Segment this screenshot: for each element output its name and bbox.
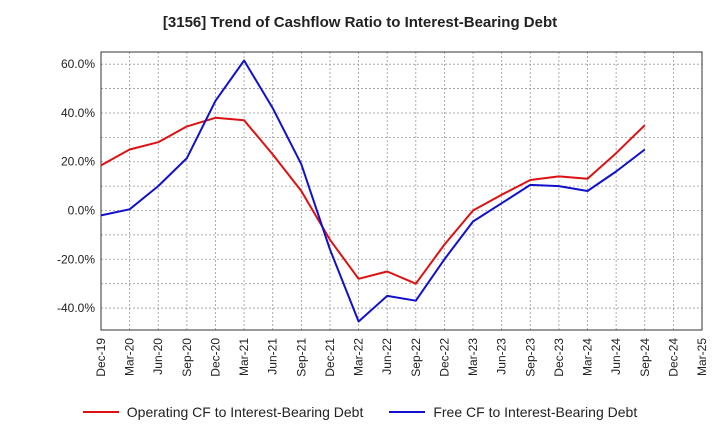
series-line-1 — [100, 59, 646, 323]
x-tick-label: Sep-21 — [294, 338, 308, 377]
chart-title: [3156] Trend of Cashflow Ratio to Intere… — [162, 14, 558, 31]
y-tick-label: 20.0% — [61, 155, 95, 169]
y-tick-label: 0.0% — [68, 204, 96, 218]
x-tick-label: Dec-19 — [94, 338, 108, 377]
series-line-0 — [100, 116, 646, 285]
x-tick-label: Dec-21 — [323, 338, 337, 377]
x-tick-label: Jun-23 — [495, 338, 509, 375]
x-tick-label: Jun-20 — [151, 338, 165, 375]
x-tick-label: Mar-25 — [695, 338, 709, 376]
x-tick-label: Dec-22 — [437, 338, 451, 377]
x-tick-label: Dec-20 — [208, 338, 222, 377]
plot-frame — [100, 51, 703, 331]
y-tick-label: -40.0% — [57, 301, 95, 315]
legend-item-operating-cf: Operating CF to Interest-Bearing Debt — [82, 404, 364, 420]
legend-label-free-cf: Free CF to Interest-Bearing Debt — [433, 404, 638, 420]
x-tick-label: Mar-23 — [466, 338, 480, 376]
x-tick-label: Sep-23 — [523, 338, 537, 377]
x-tick-label: Sep-20 — [180, 338, 194, 377]
x-tick-label: Jun-22 — [380, 338, 394, 375]
x-tick-label: Jun-24 — [609, 338, 623, 375]
legend-swatch-free-cf — [389, 411, 426, 413]
x-tick-label: Mar-20 — [123, 338, 137, 376]
x-tick-label: Dec-24 — [666, 338, 680, 377]
x-tick-label: Sep-22 — [409, 338, 423, 377]
y-tick-label: -20.0% — [57, 252, 95, 266]
legend-item-free-cf: Free CF to Interest-Bearing Debt — [389, 404, 637, 420]
legend-swatch-operating-cf — [82, 411, 119, 413]
y-tick-label: 60.0% — [61, 57, 95, 71]
legend-label-operating-cf: Operating CF to Interest-Bearing Debt — [126, 404, 364, 420]
x-tick-label: Mar-24 — [581, 338, 595, 376]
x-tick-label: Jun-21 — [266, 338, 280, 375]
y-tick-label: 40.0% — [61, 106, 95, 120]
x-tick-label: Dec-23 — [552, 338, 566, 377]
x-tick-label: Mar-22 — [352, 338, 366, 376]
x-tick-label: Mar-21 — [237, 338, 251, 376]
x-tick-label: Sep-24 — [638, 338, 652, 377]
chart-legend: Operating CF to Interest-Bearing Debt Fr… — [0, 404, 720, 420]
